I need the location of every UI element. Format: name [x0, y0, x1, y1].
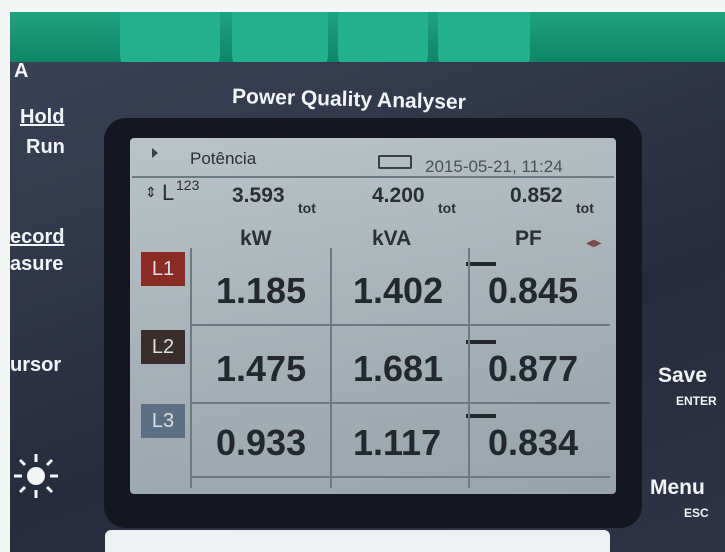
pf-indicator: [466, 262, 496, 266]
column-header: PF: [515, 227, 542, 251]
arrow: [152, 148, 158, 158]
timestamp: 2015-05-21, 11:24: [425, 157, 563, 177]
total-value: 3.593: [232, 184, 285, 208]
pf-indicator: [466, 340, 496, 344]
row-line: [190, 476, 610, 478]
measurement-value: 0.845: [488, 270, 578, 312]
button-label: Hold: [20, 106, 64, 129]
measurement-value: 0.877: [488, 348, 578, 390]
measurement-value: 1.402: [353, 270, 443, 312]
button-label: Menu: [650, 476, 705, 500]
col-line: [330, 248, 332, 488]
measurement-value: 0.933: [216, 422, 306, 464]
measurement-value: 1.475: [216, 348, 306, 390]
brightness-icon: [12, 452, 60, 500]
updown-icon: ⇕: [145, 184, 157, 201]
phase-badge: L3: [141, 404, 185, 438]
total-sub: tot: [438, 200, 456, 216]
phase-badge: L1: [141, 252, 185, 286]
battery-icon: [378, 155, 412, 169]
header-line: [132, 176, 614, 178]
measurement-value: 1.681: [353, 348, 443, 390]
button-label: Run: [26, 136, 65, 159]
total-value: 4.200: [372, 184, 425, 208]
button-sublabel: ESC: [684, 506, 709, 520]
measurement-value: 0.834: [488, 422, 578, 464]
total-sub: tot: [298, 200, 316, 216]
button-sublabel: ENTER: [676, 394, 717, 408]
col-line: [468, 248, 470, 488]
button-label: ecord: [10, 226, 64, 249]
total-value: 0.852: [510, 184, 563, 208]
photo: APower Quality AnalyserHoldRunecordasure…: [0, 0, 725, 552]
measurement-value: 1.185: [216, 270, 306, 312]
mode-title: Potência: [190, 149, 256, 169]
button-label: Save: [658, 364, 707, 388]
phase-badge: L2: [141, 330, 185, 364]
measurement-value: 1.117: [353, 422, 441, 464]
bottom-keys: [105, 530, 610, 552]
row-line: [190, 402, 610, 404]
phase-label: L: [162, 180, 174, 206]
button-label: ursor: [10, 354, 61, 377]
phase-sub: 123: [176, 177, 199, 193]
scroll-arrows: ◀▶: [586, 238, 601, 249]
col-line: [190, 248, 192, 488]
pf-indicator: [466, 414, 496, 418]
row-line: [190, 324, 610, 326]
corner-label: A: [14, 60, 28, 83]
column-header: kVA: [372, 227, 411, 251]
button-label: asure: [10, 253, 63, 276]
column-header: kW: [240, 227, 272, 251]
total-sub: tot: [576, 200, 594, 216]
